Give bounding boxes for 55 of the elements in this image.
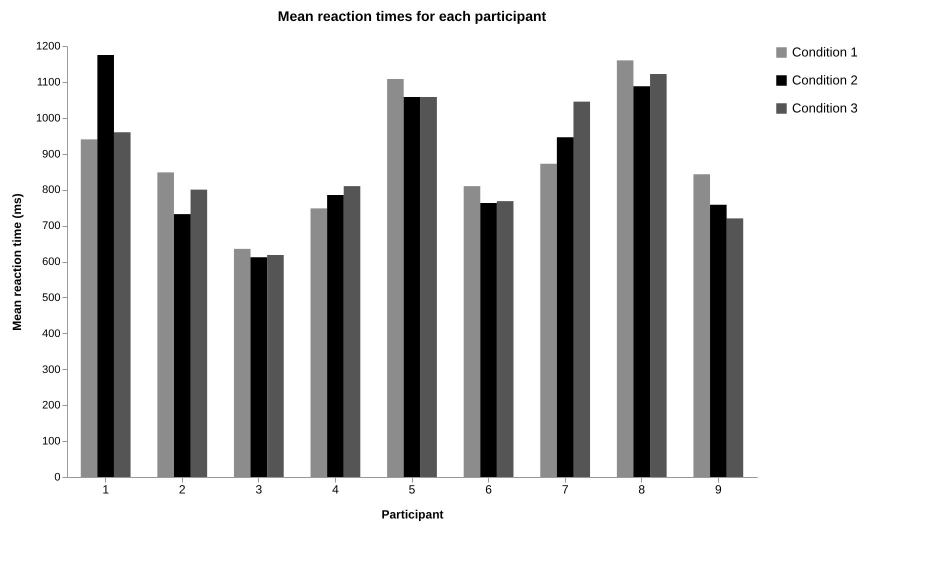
bar [540,164,557,477]
bar [693,174,710,477]
x-axis-title: Participant [381,508,444,522]
y-tick-label: 600 [42,256,60,268]
legend-label: Condition 3 [792,100,858,116]
y-tick-label: 1000 [36,112,60,124]
y-tick-label: 700 [42,220,60,232]
y-tick-label: 200 [42,400,60,412]
y-tick-label: 400 [42,328,60,340]
y-tick-label: 0 [54,472,60,484]
bar [710,204,727,477]
bar [404,97,420,477]
bar [157,172,174,477]
bar [327,195,344,477]
bar [633,86,650,477]
bar [616,60,634,477]
bar [420,97,437,477]
y-tick-label: 300 [42,364,60,376]
x-tick-label: 4 [332,482,340,496]
x-tick-label: 7 [562,482,569,496]
bar [80,139,98,477]
y-tick-label: 1100 [36,76,60,88]
x-tick-label: 8 [638,482,646,496]
bar [114,132,131,477]
bar [480,202,497,477]
bar [250,257,268,477]
legend-label: Condition 1 [792,44,858,60]
y-axis-title: Mean reaction time (ms) [10,193,24,331]
y-tick-label: 800 [42,184,60,196]
bar [464,186,480,477]
bar [234,248,251,477]
y-tick-label: 1200 [36,40,60,52]
x-tick-label: 6 [485,482,492,496]
bar [556,137,574,477]
x-tick-label: 1 [102,482,110,496]
bar [573,102,590,477]
y-tick-label: 100 [42,436,60,448]
bar [650,74,667,477]
bar [190,190,208,477]
x-tick-label: 9 [714,482,722,496]
y-tick-label: 500 [42,292,60,304]
x-tick-label: 3 [255,482,262,496]
bar [387,79,404,477]
x-tick-label: 2 [178,482,186,496]
bar [344,186,360,477]
x-tick-label: 5 [408,482,416,496]
chart-title: Mean reaction times for each participant [278,8,547,24]
bar [267,255,284,477]
legend-label: Condition 2 [792,72,858,88]
bar [496,201,514,477]
bar [97,54,114,477]
bar [174,214,191,477]
bar [726,218,744,477]
y-tick-label: 900 [42,148,60,160]
bar [310,208,328,477]
